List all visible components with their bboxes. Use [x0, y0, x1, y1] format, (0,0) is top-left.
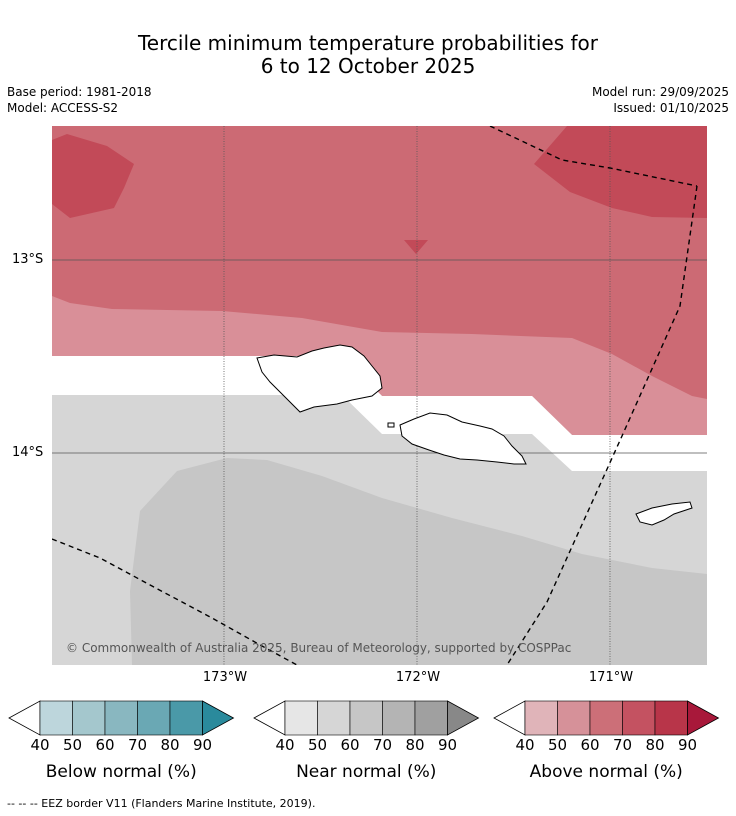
eez-border-east — [506, 185, 698, 665]
eez-footnote: -- -- -- EEZ border V11 (Flanders Marine… — [7, 797, 316, 810]
copyright-notice: © Commonwealth of Australia 2025, Bureau… — [66, 641, 572, 655]
colorbar-tick-label: 70 — [612, 736, 633, 754]
eez-border-north — [489, 126, 698, 187]
colorbar-segment — [524, 700, 558, 736]
chart-title-line2: 6 to 12 October 2025 — [260, 54, 476, 78]
base-period: Base period: 1981-2018 — [7, 85, 152, 99]
colorbar-tick-label: 80 — [405, 736, 425, 754]
colorbar-segment — [589, 700, 623, 736]
colorbar-tick-label: 90 — [192, 736, 213, 754]
lon-label-172w: 172°W — [395, 670, 441, 685]
colorbar-tick-label: 50 — [547, 736, 568, 754]
colorbar-segment — [284, 700, 318, 736]
colorbar-tick-label: 40 — [30, 736, 50, 754]
colorbar-segment — [414, 700, 448, 736]
colorbar-tick-label: 80 — [645, 736, 665, 754]
model-run: Model run: 29/09/2025 — [591, 85, 729, 99]
lon-label-171w: 171°W — [588, 670, 634, 685]
colorbar-extend-low — [493, 700, 526, 736]
colorbar-segment — [349, 700, 383, 736]
eez-borders — [52, 126, 698, 665]
colorbar-extend-low — [253, 700, 286, 736]
colorbar-tick-label: 90 — [437, 736, 458, 754]
colorbar-near — [253, 700, 480, 736]
lat-gridlines — [52, 259, 707, 454]
meta-left: Base period: 1981-2018 Model: ACCESS-S2 — [7, 84, 152, 116]
above-normal-70-ne — [534, 126, 707, 218]
apolima-island — [387, 422, 395, 428]
above-normal-70-dot — [404, 240, 428, 254]
colorbar-tick-label: 60 — [95, 736, 115, 754]
lat-label-13s: 13°S — [12, 252, 44, 267]
colorbar-tick-label: 90 — [677, 736, 698, 754]
colorbar-tick-label: 70 — [372, 736, 393, 754]
chart-title-line1: Tercile minimum temperature probabilitie… — [137, 31, 599, 55]
colorbar-extend-high — [447, 700, 480, 736]
colorbar-tick-label: 50 — [307, 736, 328, 754]
colorbar-segment — [317, 700, 351, 736]
colorbar-tick-label: 40 — [275, 736, 295, 754]
probability-map: © Commonwealth of Australia 2025, Bureau… — [52, 126, 707, 665]
colorbar-tick-label: 80 — [160, 736, 180, 754]
colorbar-label: Above normal (%) — [529, 762, 683, 782]
no-dominant-area — [52, 356, 707, 471]
colorbar-extend-high — [687, 700, 720, 736]
islands — [256, 344, 693, 526]
colorbar-segment — [39, 700, 73, 736]
colorbar-segment — [382, 700, 416, 736]
colorbar-extend-low — [8, 700, 41, 736]
savaii-island — [256, 344, 383, 413]
map-canvas — [52, 126, 707, 665]
colorbar-segment — [622, 700, 656, 736]
colorbar-segment — [654, 700, 688, 736]
colorbar-segment — [169, 700, 203, 736]
lat-label-14s: 14°S — [12, 445, 44, 460]
colorbar-segment — [137, 700, 171, 736]
above-normal-60-area — [52, 126, 707, 399]
colorbar-tick-label: 40 — [515, 736, 535, 754]
colorbar-tick-label: 60 — [580, 736, 600, 754]
colorbar-tick-label: 50 — [62, 736, 83, 754]
colorbar-segment — [557, 700, 591, 736]
colorbar-tick-label: 60 — [340, 736, 360, 754]
tutuila-island — [635, 501, 693, 526]
colorbar-label: Below normal (%) — [45, 762, 197, 782]
colorbar-label: Near normal (%) — [296, 762, 437, 782]
lon-label-173w: 173°W — [202, 670, 248, 685]
colorbar-tick-label: 70 — [127, 736, 148, 754]
eez-border-southwest — [52, 538, 298, 665]
near-normal-60-area — [130, 458, 707, 665]
colorbar-below — [8, 700, 235, 736]
model-name: Model: ACCESS-S2 — [7, 101, 119, 115]
meta-right: Model run: 29/09/2025 Issued: 01/10/2025 — [592, 84, 729, 116]
issued-date: Issued: 01/10/2025 — [613, 101, 729, 115]
above-normal-70-nw — [52, 134, 134, 218]
colorbar-extend-high — [202, 700, 235, 736]
colorbar-segment — [104, 700, 138, 736]
colorbar-above — [493, 700, 720, 736]
colorbar-segment — [72, 700, 106, 736]
upolu-island — [399, 412, 527, 465]
